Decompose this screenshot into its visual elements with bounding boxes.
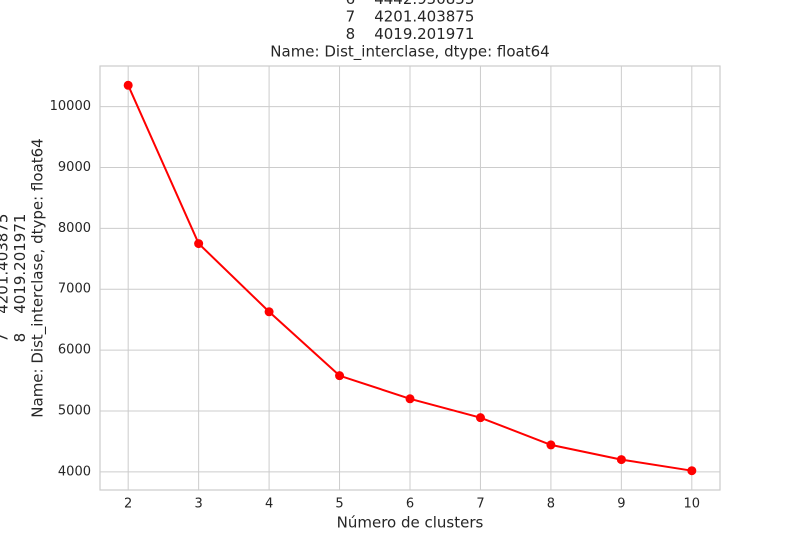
y-tick-label: 5000 (58, 403, 91, 418)
data-point (616, 455, 626, 465)
data-point (335, 371, 345, 381)
x-tick-label: 2 (124, 497, 132, 512)
x-tick-label: 3 (194, 497, 202, 512)
data-point (123, 80, 133, 90)
y-tick-label: 8000 (58, 221, 91, 236)
x-tick-label: 5 (335, 497, 343, 512)
data-point (687, 466, 697, 476)
x-tick-label: 8 (547, 497, 555, 512)
data-point (475, 413, 485, 423)
y-axis-label: 7 4201.403875 (0, 214, 12, 343)
y-tick-label: 4000 (58, 464, 91, 479)
y-axis-label: Name: Dist_interclase, dtype: float64 (29, 138, 48, 417)
chart-title: 8 4019.201971 (346, 25, 475, 43)
chart-title: 7 4201.403875 (346, 8, 475, 26)
data-point (264, 307, 274, 317)
y-tick-label: 9000 (58, 160, 91, 175)
chart-title: Name: Dist_interclase, dtype: float64 (270, 43, 549, 62)
data-point (405, 394, 415, 404)
chart-title: 6 4442.950853 (346, 0, 475, 8)
y-tick-label: 10000 (50, 99, 91, 114)
y-tick-label: 7000 (58, 282, 91, 297)
x-tick-label: 9 (617, 497, 625, 512)
x-tick-label: 10 (684, 497, 701, 512)
data-point (546, 440, 556, 450)
data-point (194, 239, 204, 249)
x-tick-label: 7 (476, 497, 484, 512)
y-tick-label: 6000 (58, 343, 91, 358)
y-axis-label: 8 4019.201971 (11, 214, 29, 343)
plot-frame (99, 65, 721, 491)
x-tick-label: 4 (265, 497, 273, 512)
x-axis-label: Número de clusters (337, 514, 484, 532)
x-tick-label: 6 (406, 497, 414, 512)
